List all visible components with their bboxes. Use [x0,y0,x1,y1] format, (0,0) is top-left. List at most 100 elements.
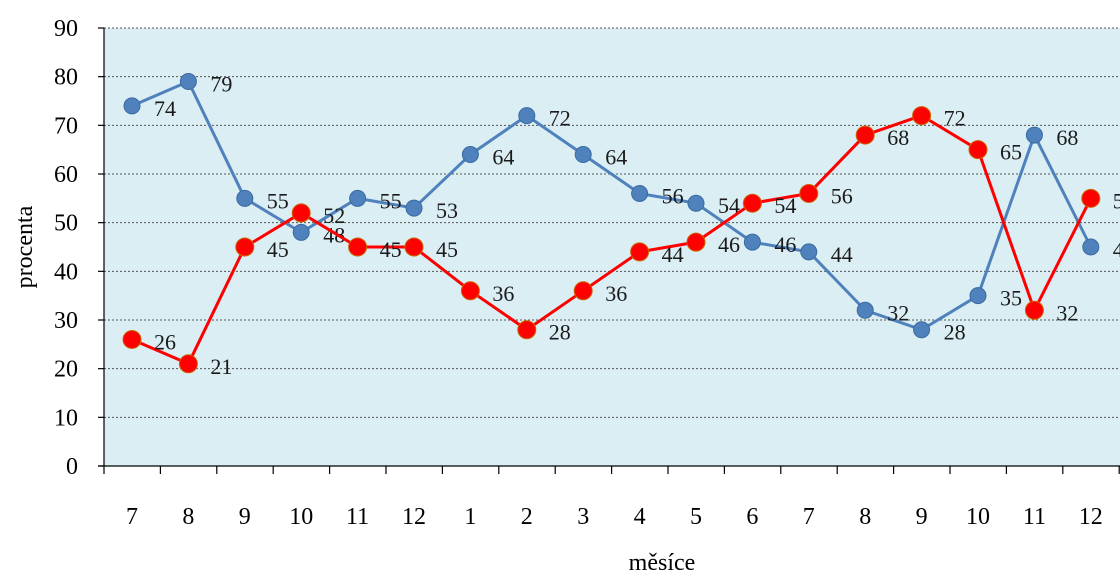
data-label: 21 [210,354,232,379]
data-point [1082,238,1100,256]
y-axis-ticks: 0 10 20 30 40 50 60 70 80 90 [54,16,104,480]
data-point [461,146,479,164]
data-label: 52 [323,203,345,228]
data-label: 64 [605,145,627,170]
data-label: 45 [1113,237,1120,262]
x-tick-label: 1 [464,504,476,530]
x-tick-label: 4 [634,504,646,530]
data-point [123,97,141,115]
data-point [1081,188,1101,208]
y-axis-label: procenta [12,205,38,288]
data-point [969,287,987,305]
series-2: 26 21 45 52 45 45 36 28 36 44 46 54 56 68 72 65 32 55 [122,106,1120,379]
data-label: 65 [1000,140,1022,165]
x-tick-label: 11 [346,504,369,530]
x-tick-label: 2 [521,504,533,530]
data-label: 54 [718,193,740,218]
series-group: 7479554855536472645654464432283568452621… [122,72,1120,379]
data-point [573,281,593,301]
data-point [912,106,932,126]
data-label: 46 [774,232,796,257]
data-label: 45 [436,237,458,262]
data-point [686,232,706,252]
data-point [742,193,762,213]
data-point [235,237,255,257]
y-tick-label: 0 [66,454,78,480]
data-point [1024,300,1044,320]
data-point [122,329,142,349]
data-label: 36 [492,281,514,306]
plot-area [104,28,1120,466]
x-tick-label: 10 [966,504,990,530]
data-label: 72 [549,106,571,131]
y-tick-label: 60 [54,162,78,188]
y-tick-label: 80 [54,65,78,91]
x-tick-label: 3 [577,504,589,530]
data-label: 56 [662,183,684,208]
data-label: 79 [210,72,232,97]
data-label: 28 [944,320,966,345]
data-point [856,301,874,319]
data-point [292,223,310,241]
data-label: 45 [267,237,289,262]
y-tick-label: 70 [54,113,78,139]
data-point [631,184,649,202]
data-point [349,189,367,207]
data-point [687,194,705,212]
x-tick-label: 10 [289,504,313,530]
data-label: 36 [605,281,627,306]
x-axis-label: měsíce [629,550,696,574]
data-label: 68 [887,125,909,150]
data-label: 44 [831,242,853,267]
y-tick-label: 30 [54,308,78,334]
y-tick-label: 90 [54,16,78,42]
data-point [1025,126,1043,144]
data-point [517,320,537,340]
data-point [405,199,423,217]
data-label: 68 [1056,125,1078,150]
x-tick-label: 8 [859,504,871,530]
data-point [855,125,875,145]
x-tick-label: 5 [690,504,702,530]
data-label: 32 [1056,300,1078,325]
data-point [518,107,536,125]
data-point [404,237,424,257]
x-axis-ticks: 7 8 9 10 11 12 1 2 3 4 5 6 7 8 9 10 11 12 [103,466,1120,530]
x-tick-label: 6 [746,504,758,530]
data-point [348,237,368,257]
data-point [574,146,592,164]
series-line [131,80,1093,332]
data-label: 32 [887,300,909,325]
data-point [178,354,198,374]
data-label: 64 [492,145,514,170]
x-tick-label: 7 [803,504,815,530]
data-point [630,242,650,262]
data-label: 55 [1113,188,1120,213]
data-label: 55 [380,188,402,213]
data-label: 35 [1000,286,1022,311]
series-line [131,114,1093,366]
data-label: 74 [154,96,176,121]
data-point [236,189,254,207]
y-tick-label: 40 [54,259,78,285]
data-label: 26 [154,329,176,354]
x-tick-label: 9 [239,504,251,530]
series-1: 747955485553647264565446443228356845 [123,72,1120,345]
x-tick-label: 12 [402,504,426,530]
data-label: 72 [944,106,966,131]
data-point [968,140,988,160]
data-label: 54 [774,193,796,218]
data-label: 44 [662,242,684,267]
x-tick-label: 9 [916,504,928,530]
data-label: 46 [718,232,740,257]
data-label: 53 [436,198,458,223]
y-tick-label: 10 [54,405,78,431]
data-point [800,243,818,261]
y-tick-label: 50 [54,211,78,237]
data-label: 55 [267,188,289,213]
x-tick-label: 11 [1023,504,1046,530]
x-tick-label: 7 [126,504,138,530]
data-label: 45 [380,237,402,262]
data-point [179,73,197,91]
